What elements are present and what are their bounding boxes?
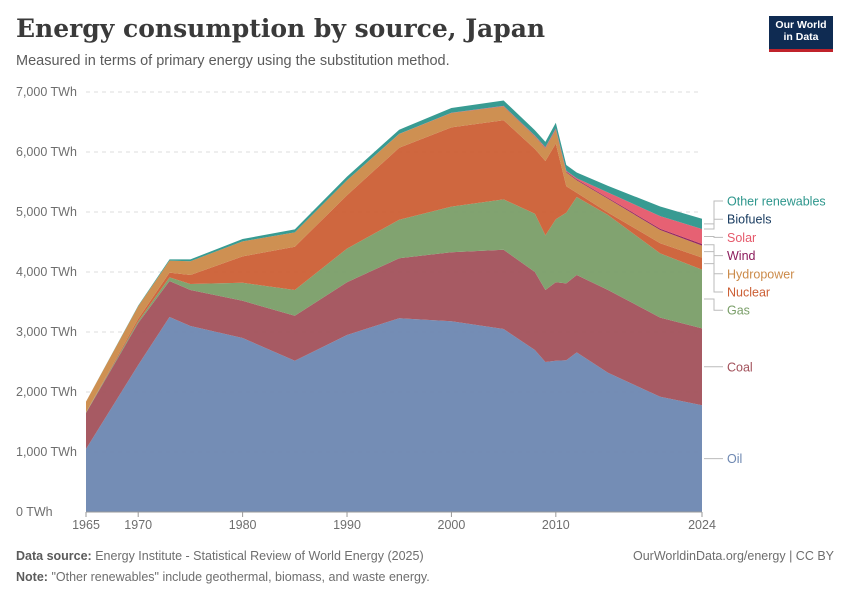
note-label: Note:	[16, 570, 48, 584]
series-label-biofuels: Biofuels	[727, 213, 771, 227]
y-tick-label: 1,000 TWh	[16, 445, 77, 459]
label-connector	[704, 298, 723, 311]
series-label-coal: Coal	[727, 360, 753, 374]
note-text: "Other renewables" include geothermal, b…	[51, 570, 430, 584]
x-tick-label: 1980	[229, 518, 257, 532]
label-connector	[704, 263, 723, 293]
series-label-hydropower: Hydropower	[727, 267, 794, 281]
label-connector	[704, 200, 723, 225]
area-nuclear	[86, 120, 702, 413]
chart-title: Energy consumption by source, Japan	[16, 14, 546, 43]
chart-subtitle: Measured in terms of primary energy usin…	[16, 53, 450, 69]
area-gas	[86, 197, 702, 413]
series-label-oil: Oil	[727, 452, 742, 466]
series-label-solar: Solar	[727, 231, 756, 245]
y-tick-label: 3,000 TWh	[16, 325, 77, 339]
x-tick-label: 1965	[72, 518, 100, 532]
label-connector	[704, 218, 723, 230]
label-connector	[704, 236, 723, 238]
y-tick-label: 0 TWh	[16, 505, 53, 519]
x-tick-label: 1970	[124, 518, 152, 532]
x-tick-label: 2010	[542, 518, 570, 532]
owid-logo[interactable]: Our World in Data	[769, 16, 833, 52]
y-tick-label: 4,000 TWh	[16, 265, 77, 279]
logo-line-1: Our World	[775, 19, 827, 31]
area-oil	[86, 317, 702, 512]
series-label-gas: Gas	[727, 304, 750, 318]
x-tick-label: 2000	[438, 518, 466, 532]
note-line: Note: "Other renewables" include geother…	[16, 570, 430, 584]
y-tick-label: 6,000 TWh	[16, 145, 77, 159]
series-label-nuclear: Nuclear	[727, 286, 770, 300]
x-tick-label: 1990	[333, 518, 361, 532]
source-line: Data source: Energy Institute - Statisti…	[16, 549, 424, 563]
series-label-wind: Wind	[727, 249, 756, 263]
y-tick-label: 7,000 TWh	[16, 85, 77, 99]
logo-line-2: in Data	[783, 31, 819, 43]
area-coal	[86, 249, 702, 449]
y-tick-label: 5,000 TWh	[16, 205, 77, 219]
credit-link[interactable]: OurWorldinData.org/energy | CC BY	[632, 549, 834, 563]
source-label: Data source:	[16, 549, 92, 563]
y-tick-label: 2,000 TWh	[16, 385, 77, 399]
source-text[interactable]: Energy Institute - Statistical Review of…	[95, 549, 424, 563]
label-connector	[704, 251, 723, 275]
series-label-other-renewables: Other renewables	[727, 195, 826, 209]
label-connector	[704, 244, 723, 257]
x-tick-label: 2024	[688, 518, 716, 532]
area-hydropower	[86, 106, 702, 413]
